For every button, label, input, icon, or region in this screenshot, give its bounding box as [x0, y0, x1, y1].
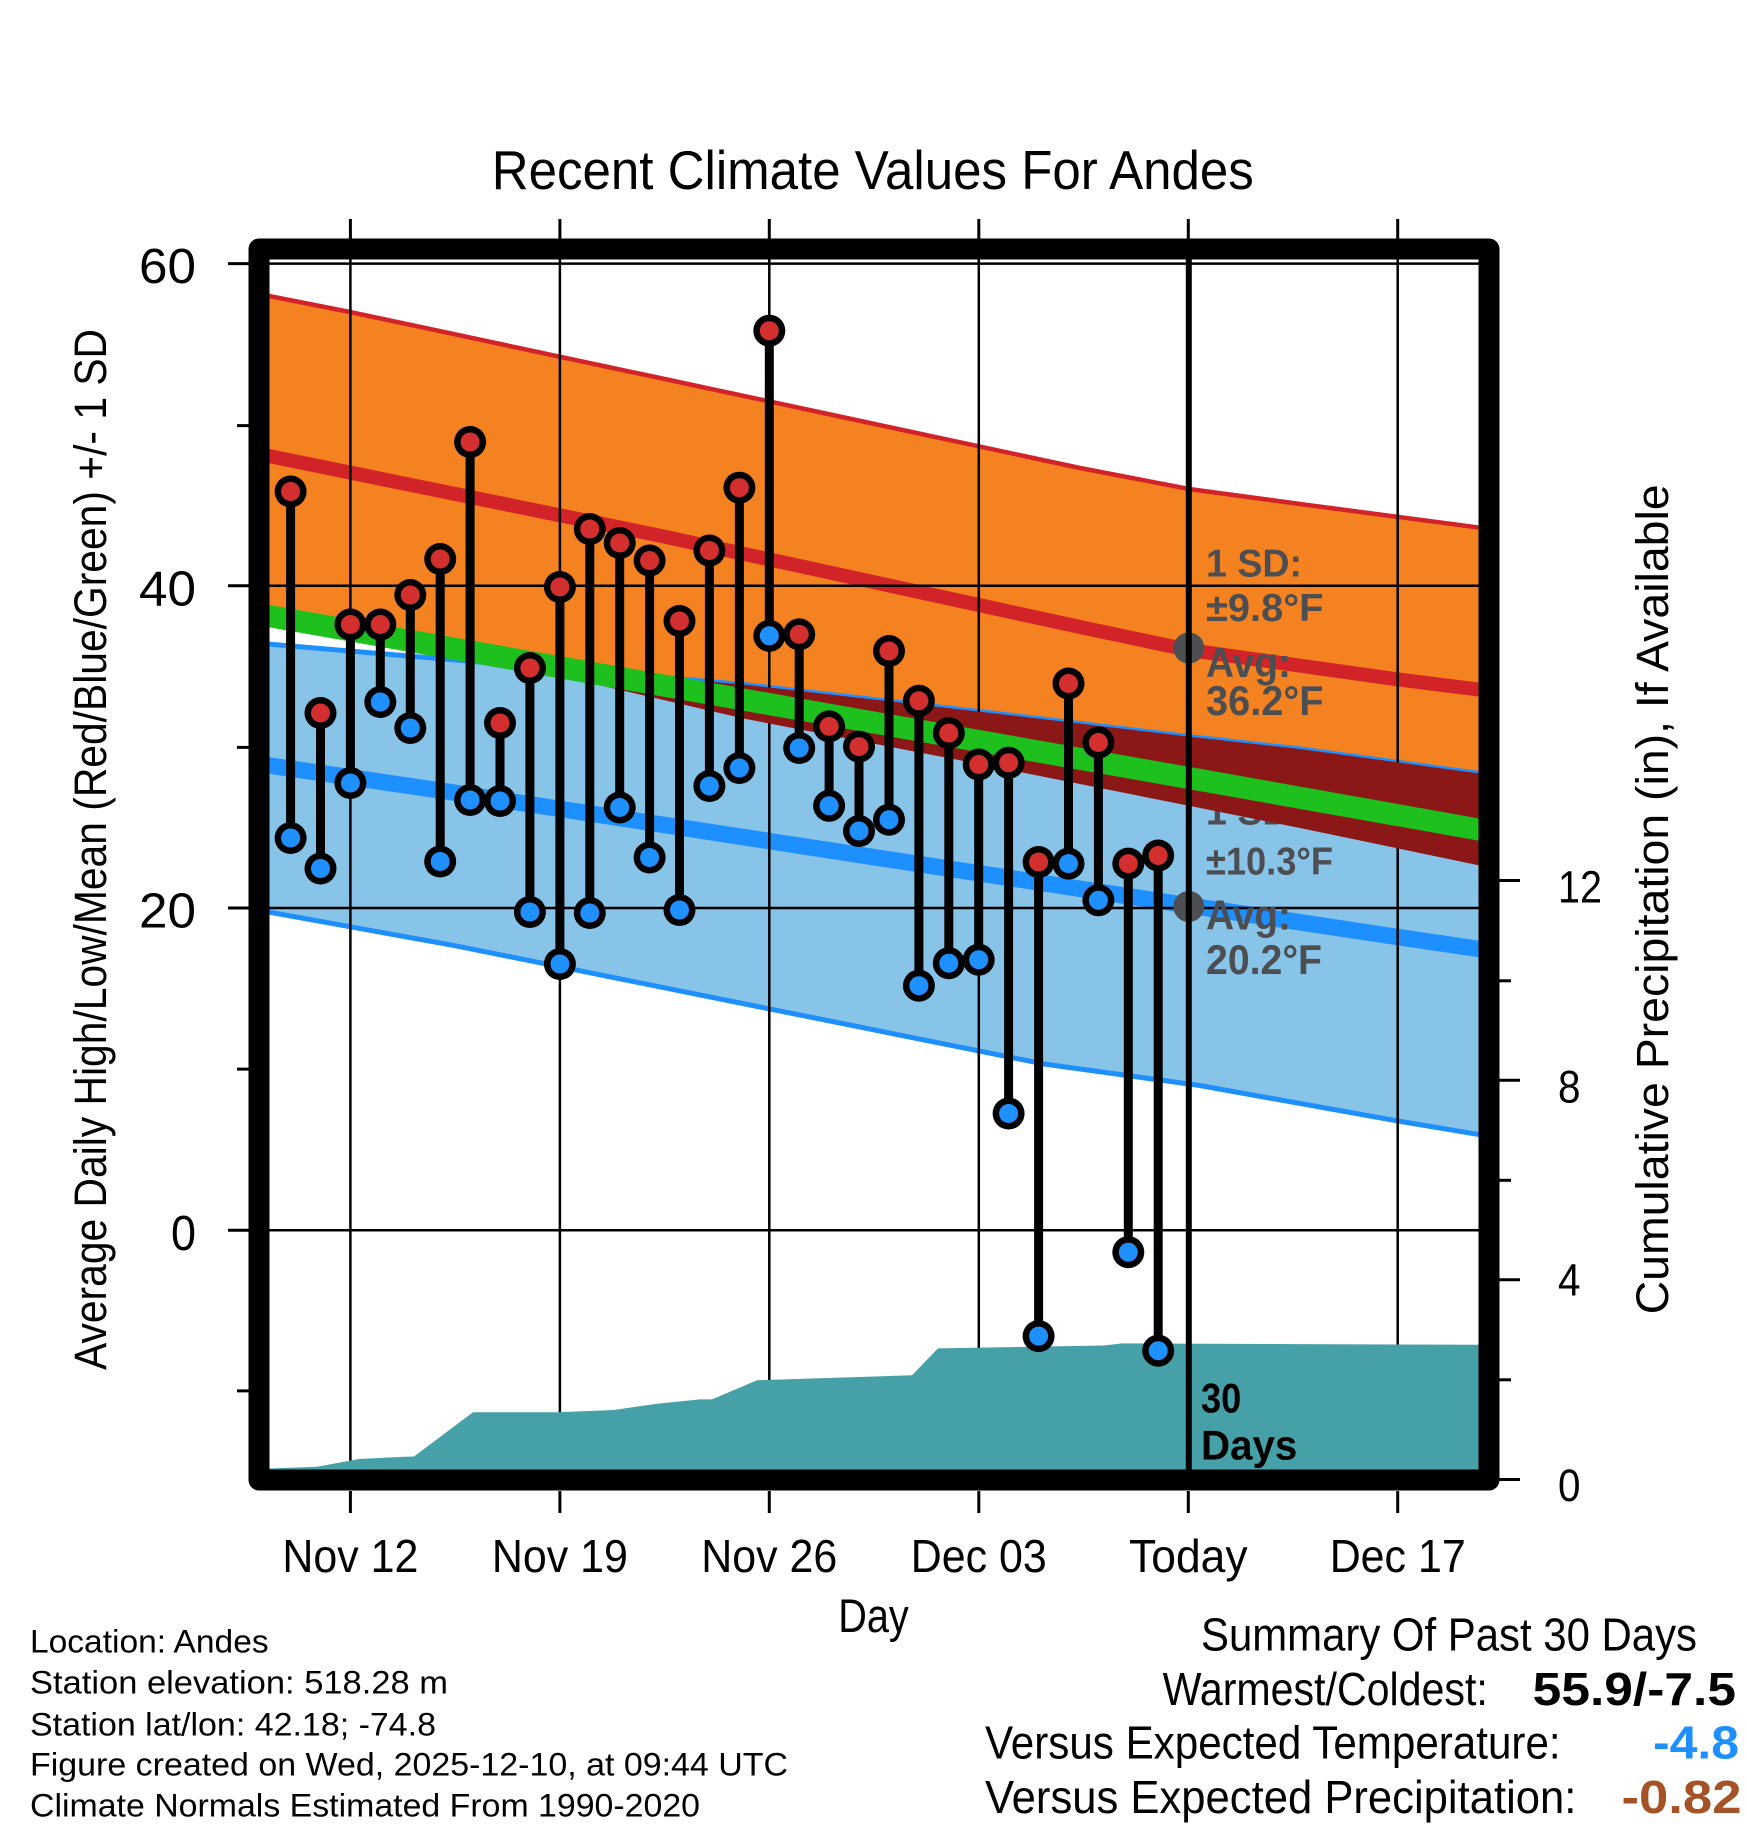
svg-text:Climate Normals Estimated From: Climate Normals Estimated From 1990-2020: [30, 1787, 700, 1823]
svg-text:1 SD:: 1 SD:: [1206, 543, 1302, 586]
svg-text:8: 8: [1558, 1061, 1581, 1112]
svg-text:Versus Expected Temperature:: Versus Expected Temperature:: [985, 1716, 1561, 1768]
svg-text:0: 0: [1558, 1460, 1581, 1511]
svg-text:Day: Day: [838, 1589, 909, 1642]
svg-text:Nov 19: Nov 19: [492, 1530, 628, 1582]
svg-text:Dec 03: Dec 03: [911, 1530, 1047, 1582]
svg-text:Recent Climate Values For Ande: Recent Climate Values For Andes: [492, 139, 1254, 201]
svg-text:20.2°F: 20.2°F: [1206, 936, 1322, 983]
svg-text:Avg:: Avg:: [1206, 639, 1291, 686]
svg-text:60: 60: [139, 240, 196, 294]
svg-text:Avg:: Avg:: [1206, 892, 1291, 939]
svg-text:Nov 12: Nov 12: [282, 1530, 418, 1582]
svg-text:12: 12: [1558, 862, 1602, 913]
svg-text:Today: Today: [1129, 1530, 1248, 1582]
svg-text:Figure created on Wed, 2025-12: Figure created on Wed, 2025-12-10, at 09…: [30, 1747, 788, 1783]
svg-text:Station elevation: 518.28 m: Station elevation: 518.28 m: [30, 1665, 448, 1701]
svg-text:Versus Expected Precipitation:: Versus Expected Precipitation:: [985, 1771, 1576, 1823]
svg-text:Summary Of Past 30 Days: Summary Of Past 30 Days: [1201, 1609, 1697, 1661]
svg-text:-4.8: -4.8: [1653, 1716, 1739, 1768]
svg-text:30: 30: [1201, 1375, 1241, 1422]
svg-text:Station lat/lon: 42.18; -74.8: Station lat/lon: 42.18; -74.8: [30, 1707, 436, 1743]
svg-text:40: 40: [139, 562, 196, 616]
svg-text:20: 20: [139, 885, 196, 939]
svg-text:4: 4: [1558, 1254, 1581, 1305]
svg-text:0: 0: [171, 1207, 196, 1261]
svg-text:Location: Andes: Location: Andes: [30, 1623, 269, 1659]
svg-text:55.9/-7.5: 55.9/-7.5: [1533, 1663, 1736, 1715]
svg-text:Average Daily High/Low/Mean (R: Average Daily High/Low/Mean (Red/Blue/Gr…: [65, 329, 116, 1370]
svg-text:Dec 17: Dec 17: [1330, 1530, 1466, 1582]
svg-text:±9.8°F: ±9.8°F: [1206, 587, 1324, 630]
svg-text:Days: Days: [1201, 1421, 1297, 1468]
svg-text:Cumulative Precipitation (in),: Cumulative Precipitation (in), If Availa…: [1627, 484, 1678, 1314]
svg-text:-0.82: -0.82: [1622, 1771, 1742, 1823]
svg-text:36.2°F: 36.2°F: [1206, 677, 1324, 724]
svg-text:Warmest/Coldest:: Warmest/Coldest:: [1163, 1663, 1488, 1715]
svg-text:±10.3°F: ±10.3°F: [1206, 840, 1333, 883]
svg-text:Nov 26: Nov 26: [701, 1530, 837, 1582]
